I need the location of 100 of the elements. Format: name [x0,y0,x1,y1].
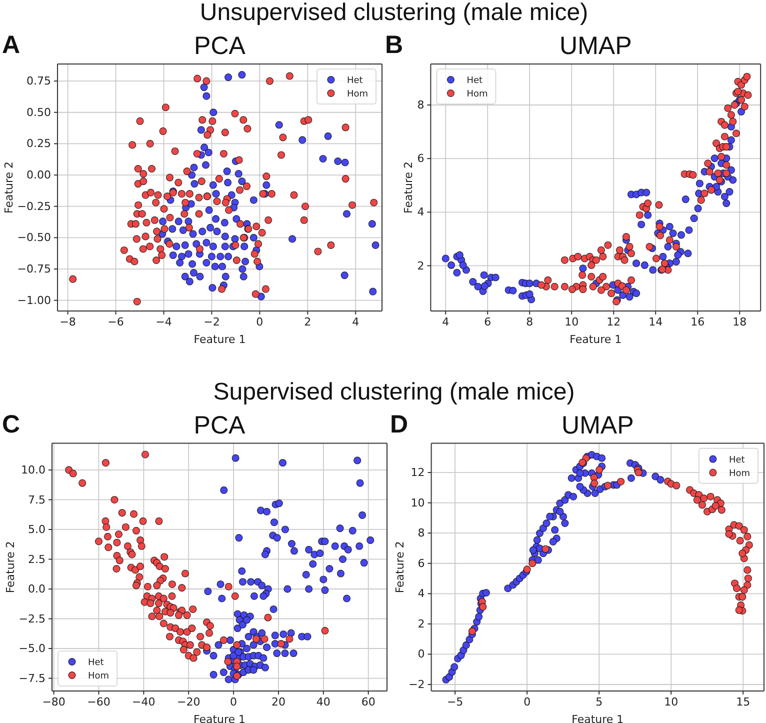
x-tick-label: −40 [132,695,156,708]
x-tick-label: 16 [690,315,705,328]
point [740,586,748,594]
x-tick-label: 10 [564,315,579,328]
x-tick-label: −80 [42,695,66,708]
x-tick-label: 0 [524,695,531,708]
point [733,584,741,592]
chart-title: PCA [194,411,246,440]
point [479,603,487,611]
point [596,466,604,474]
legend-label: Hom [346,90,368,100]
text: A [2,31,20,59]
x-tick-label: 0 [230,695,238,708]
point [468,627,476,635]
point [693,496,701,504]
text: B [385,31,404,59]
y-tick-label: 4 [417,206,424,219]
y-tick-label: 0.25 [26,137,51,150]
legend-label: Het [466,76,484,86]
chart-title: UMAP [562,411,634,440]
y-axis-title: Feature 2 [394,541,407,594]
legend-label: Hom [728,468,750,479]
x-tick-label: 6 [484,315,492,328]
x-tick-label: 10 [664,695,678,708]
point [528,560,536,568]
legend-label: Het [346,76,364,86]
y-tick-label: 5.0 [28,522,46,536]
text: Supervised clustering (male mice) [213,378,575,406]
y-tick-label: 12 [410,466,425,480]
y-tick-label: −1.00 [17,294,51,307]
point [736,536,744,544]
point [744,566,752,574]
x-axis-title: Feature 1 [572,713,624,723]
x-tick-label: 15 [736,695,750,708]
y-tick-label: −0.75 [17,262,51,276]
y-tick-label: −0.50 [17,231,51,244]
x-tick-label: −6 [108,315,124,328]
point [744,532,752,540]
x-tick-label: −60 [87,695,110,708]
y-tick-label: −2 [408,678,425,692]
y-axis-title: Feature 2 [2,161,16,214]
x-tick-label: 20 [271,695,286,708]
chart-title: UMAP [560,32,632,60]
y-tick-label: −5.0 [18,642,46,656]
x-tick-label: 18 [732,315,747,328]
y-tick-label: −0.25 [17,200,51,213]
y-tick-label: 4 [418,587,425,600]
x-axis-title: Feature 1 [194,333,246,346]
x-tick-label: −2 [204,315,220,328]
y-tick-label: 8 [418,526,425,540]
y-tick-label: 2 [418,617,425,630]
x-tick-label: 4 [352,315,360,328]
point [744,574,752,582]
y-axis-title: Feature 2 [4,541,17,594]
x-tick-label: 60 [361,695,376,708]
y-tick-label: 8 [417,98,424,112]
legend-label: Hom [466,90,488,100]
x-tick-label: 12 [606,315,621,328]
point [738,550,746,558]
x-tick-label: 40 [316,695,330,708]
point [740,526,748,534]
y-tick-label: 2.5 [28,552,46,566]
point [617,478,625,486]
y-tick-label: 0.50 [26,106,51,119]
y-tick-label: 0.00 [26,168,51,182]
x-tick-label: 14 [648,315,663,328]
x-tick-label: −8 [60,315,76,328]
legend-label: Het [88,658,104,668]
point [735,606,743,614]
y-tick-label: 6 [418,556,425,570]
y-tick-label: 7.5 [28,493,46,506]
chart-title: PCA [194,32,246,60]
text: Unsupervised clustering (male mice) [200,0,588,26]
point [738,593,746,601]
legend-label: Het [728,455,746,466]
y-tick-label: 0 [418,648,425,661]
point [712,502,720,510]
y-tick-label: 0.75 [26,74,51,88]
y-tick-label: −7.5 [18,672,46,685]
y-tick-label: 10 [410,496,425,510]
point [542,545,550,553]
point [672,482,680,490]
y-tick-label: 6 [417,152,424,166]
x-axis-title: Feature 1 [193,713,246,723]
point [718,506,726,514]
text: D [390,410,408,438]
point [706,492,714,500]
point [604,482,612,490]
x-tick-label: −20 [176,695,200,708]
x-tick-label: −5 [446,695,464,708]
y-tick-label: 2 [417,259,424,272]
point [735,522,743,530]
x-tick-label: 0 [256,315,264,328]
point [725,530,733,538]
x-tick-label: 8 [526,315,534,328]
point [700,494,708,502]
legend-label: Hom [88,672,110,682]
y-tick-label: −2.5 [18,612,46,626]
x-tick-label: −4 [156,315,172,328]
y-tick-label: 10.0 [21,463,46,476]
